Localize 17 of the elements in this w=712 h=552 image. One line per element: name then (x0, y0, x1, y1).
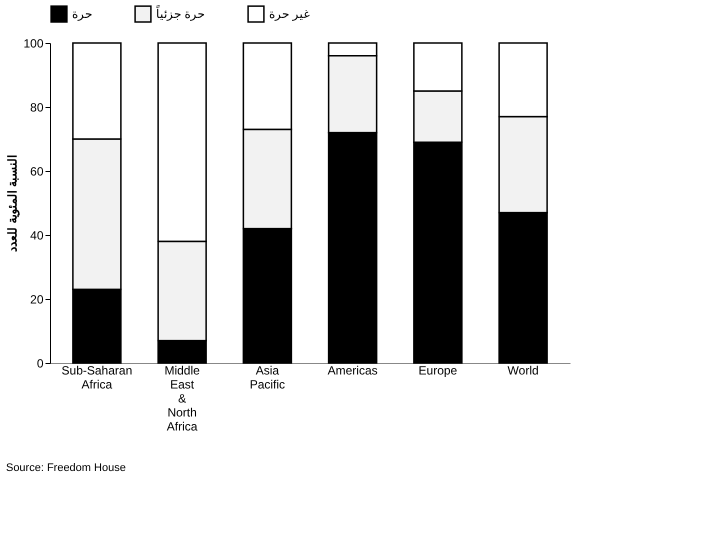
x-tick-label: Middle East & North Africa (164, 364, 200, 434)
x-tick-label: Americas (328, 364, 378, 378)
x-tick-label: World (508, 364, 539, 378)
y-tick-label: 80 (30, 100, 44, 114)
y-tick-label: 60 (30, 164, 44, 178)
y-tick-label: 100 (23, 36, 44, 50)
y-axis-title: النسبة المئوية للعدد (5, 155, 20, 252)
y-tick-label: 20 (30, 292, 44, 306)
y-tick-label: 40 (30, 228, 44, 242)
x-tick-label: Asia Pacific (250, 364, 286, 392)
legend-label: حرة (72, 7, 92, 22)
y-tick-label: 0 (36, 356, 44, 370)
source-note: Source: Freedom House (6, 462, 126, 474)
legend-label: حرة جزئياً (156, 5, 204, 22)
x-tick-label: Europe (418, 364, 458, 378)
legend-label: غير حرة (269, 7, 310, 22)
x-tick-label: Sub-Saharan Africa (62, 364, 132, 392)
